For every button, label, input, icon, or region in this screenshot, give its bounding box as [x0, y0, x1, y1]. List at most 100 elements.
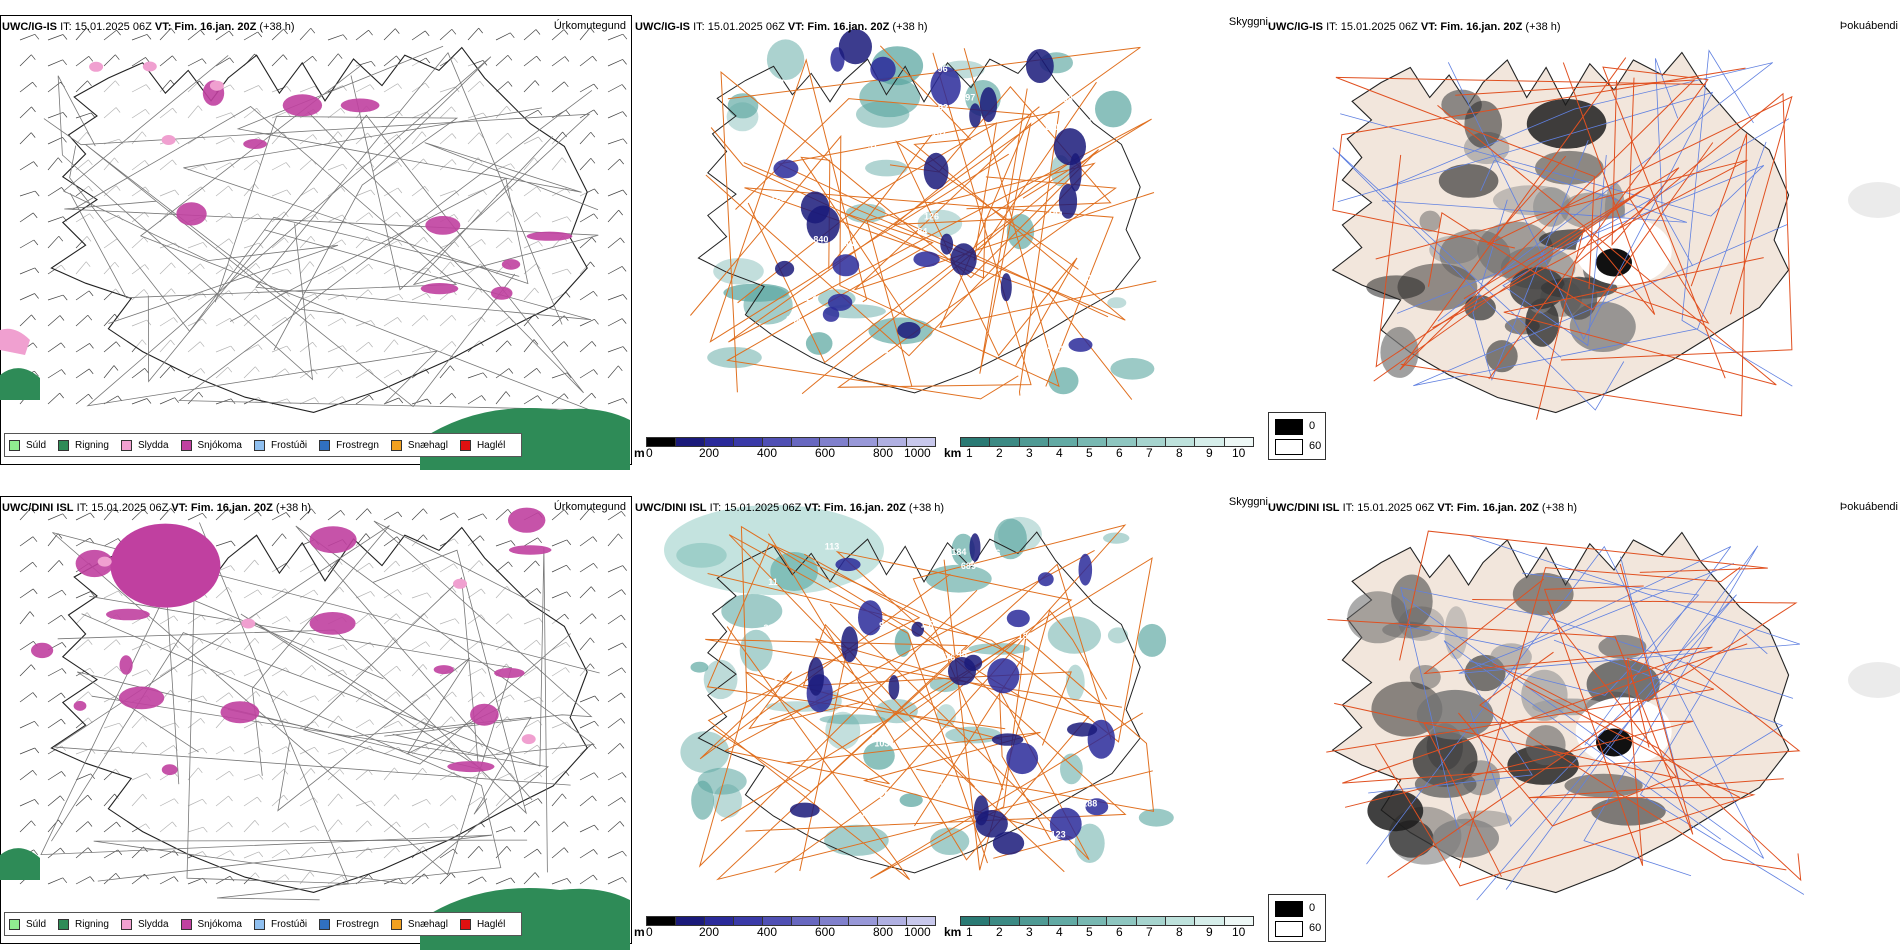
wind-barb	[299, 508, 312, 521]
colorbar-tick: 9	[1206, 925, 1213, 939]
wind-barb	[131, 368, 145, 379]
cloud-base-value: 685	[961, 561, 976, 571]
wind-barb-flag	[369, 394, 374, 401]
wind-barb-flag	[172, 55, 177, 62]
snow-area	[110, 523, 221, 608]
wind-barb-flag	[534, 80, 540, 86]
cloud-teal-patch	[1065, 664, 1085, 701]
road-line	[1400, 133, 1748, 417]
wind-barb-flag	[622, 294, 628, 300]
wind-barb	[495, 55, 509, 67]
cloud-base-value: 238	[1058, 94, 1073, 104]
cloud-low-patch	[979, 87, 998, 123]
wind-barb	[19, 106, 32, 119]
road-line	[1428, 142, 1714, 311]
wind-barb	[271, 533, 283, 547]
wind-barb-flag	[622, 111, 627, 117]
offshore-fog	[1848, 182, 1900, 218]
legend-swatch	[459, 439, 471, 451]
wind-barb	[523, 55, 537, 67]
wind-barb-flag	[593, 369, 598, 375]
cloud-base-value: 137	[921, 620, 936, 630]
wind-barb-flag	[454, 512, 459, 519]
wind-barb-flag	[620, 692, 626, 699]
fog-patch	[1367, 790, 1424, 832]
fog-legend-swatch-dark	[1275, 901, 1303, 917]
panel-title-right: Skyggni	[1228, 496, 1268, 508]
cloud-teal-patch	[899, 793, 923, 807]
road-line	[91, 695, 550, 885]
wind-barb-flag	[618, 365, 623, 372]
colorbar-tick: 6	[1116, 925, 1123, 939]
colorbar-tick: 400	[757, 446, 778, 460]
wind-barb	[579, 392, 592, 405]
cloud-base-value: 102	[842, 238, 857, 248]
wind-barb	[523, 109, 539, 119]
fog-patch	[1432, 818, 1499, 858]
wind-barb-flag	[32, 692, 38, 698]
wind-barb-flag	[117, 395, 123, 402]
fog-patch	[1598, 634, 1647, 659]
legend-item: Frostúði	[253, 439, 307, 451]
wind-barb	[579, 795, 593, 807]
snow-area	[73, 700, 87, 711]
cloud-low-patch	[835, 557, 861, 572]
wind-barb	[159, 507, 171, 521]
cloud-teal-patch	[690, 661, 709, 673]
cloud-base-value: 48	[957, 649, 967, 659]
cloud-teal-patch	[676, 542, 727, 568]
wind-barb-flag	[619, 158, 624, 165]
wind-barb-flag	[87, 314, 93, 321]
wind-barb-flag	[30, 132, 36, 138]
wind-barb	[75, 80, 88, 93]
wind-barb	[47, 795, 61, 807]
wind-barb-flag	[57, 157, 63, 163]
snow-area	[118, 686, 165, 710]
snow-area	[420, 283, 459, 295]
wind-barb	[103, 821, 117, 833]
wind-barb	[19, 820, 32, 833]
road-line	[710, 127, 1069, 279]
wind-barb	[579, 637, 591, 651]
cloud-low-patch	[1058, 184, 1078, 219]
cloud-teal-patch	[968, 643, 1030, 655]
cloud-base-panel-top: 107 97 96 92 100 84 110 68 625 113 107 91 184 207 238 3…	[634, 0, 1270, 475]
wind-barb-flag	[564, 315, 569, 321]
wind-barb-flag	[144, 873, 149, 880]
wind-barb-flag	[622, 189, 628, 196]
wind-barb	[607, 772, 623, 781]
sleet-area	[453, 578, 467, 589]
wind-barb-flag	[88, 393, 93, 400]
wind-barb-flag	[230, 540, 236, 547]
wind-barb	[19, 507, 32, 521]
road-line	[85, 144, 516, 408]
fog-patch	[1419, 210, 1441, 232]
wind-barb	[187, 58, 203, 67]
fog-legend-swatch-light	[1275, 921, 1303, 937]
cloud-low-patch	[1069, 153, 1082, 192]
cloud-base-value: 129	[885, 350, 900, 360]
colorbar-tick: 3	[1026, 446, 1033, 460]
wind-barb-flag	[593, 109, 599, 116]
colorbar-tick: 800	[873, 925, 894, 939]
cloud-teal-patch	[766, 39, 805, 80]
panel-title-right: Úrkomutegund	[553, 20, 626, 32]
wind-barb	[47, 589, 63, 599]
wind-barb-flag	[618, 209, 623, 216]
wind-barb-flag	[591, 341, 597, 347]
wind-barb-flag	[566, 878, 572, 884]
map-frame	[0, 496, 632, 944]
cloud-low-patch	[1026, 49, 1054, 83]
river-line	[1337, 62, 1714, 340]
wind-barb	[215, 30, 230, 41]
legend-swatch	[253, 439, 265, 451]
colorbar-tick: 4	[1056, 446, 1063, 460]
wind-barb	[411, 873, 425, 885]
cloud-teal-patch	[936, 704, 956, 728]
wind-barb	[523, 29, 537, 41]
precip-legend: Súld Rigning Slydda Snjókoma Frostúði Fr…	[4, 433, 523, 457]
wind-barb-flag	[60, 342, 66, 349]
road-line	[1488, 66, 1726, 380]
wind-barb-flag	[61, 589, 67, 596]
wind-barb	[607, 209, 619, 223]
